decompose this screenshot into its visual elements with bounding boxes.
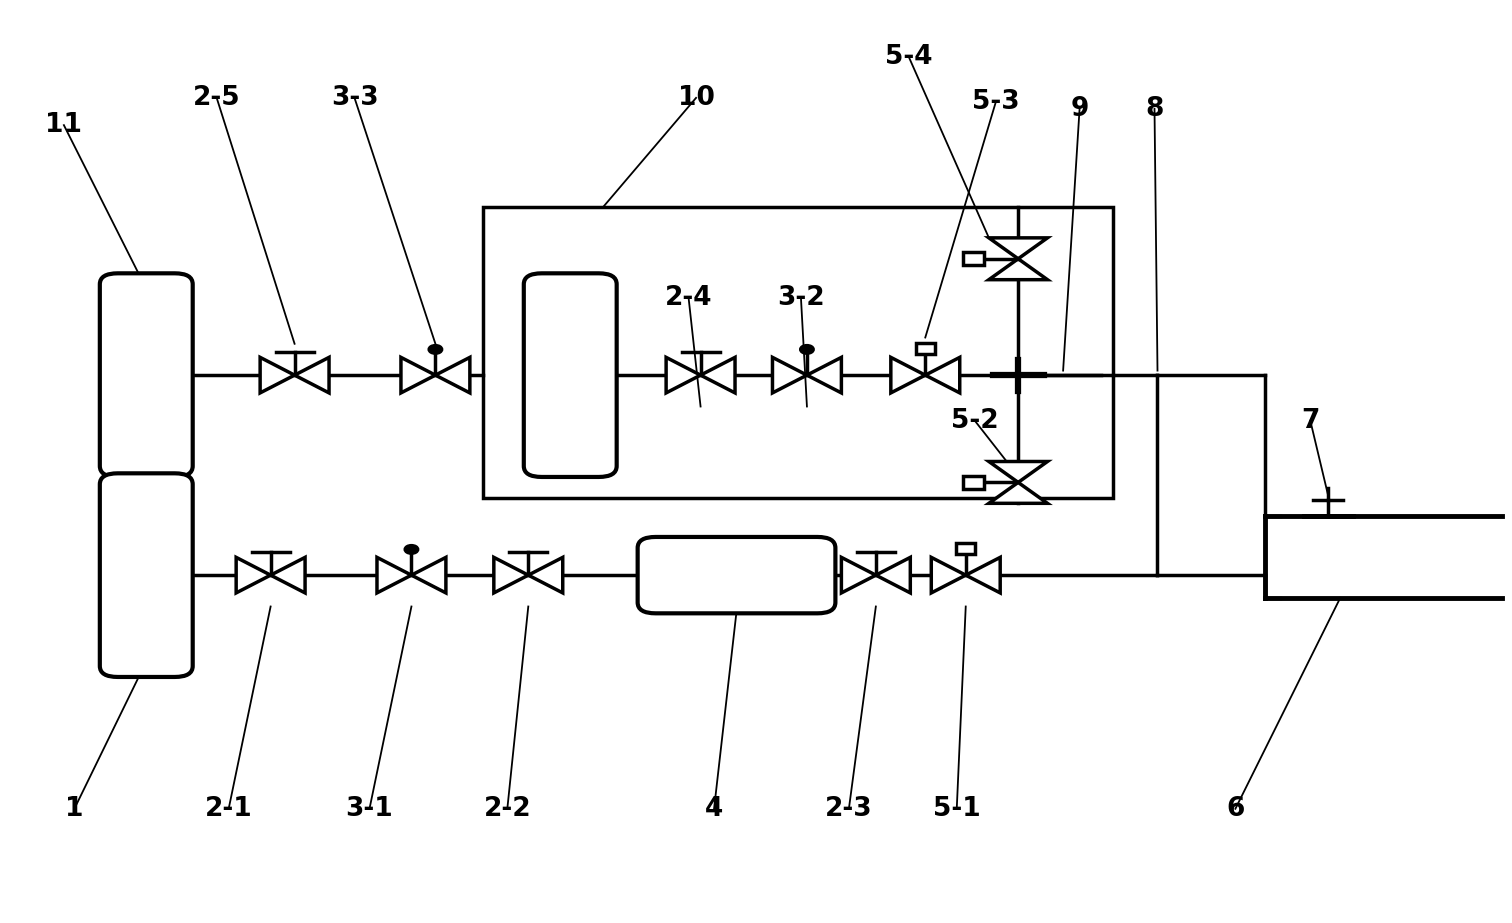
- Text: 3-3: 3-3: [331, 85, 378, 111]
- Polygon shape: [966, 557, 1001, 593]
- Text: 2-5: 2-5: [194, 85, 240, 111]
- Polygon shape: [236, 557, 271, 593]
- Text: 8: 8: [1145, 96, 1164, 122]
- Polygon shape: [411, 557, 446, 593]
- Text: 2-4: 2-4: [665, 285, 712, 311]
- Text: 4: 4: [705, 796, 723, 821]
- FancyBboxPatch shape: [100, 473, 192, 677]
- Text: 5-1: 5-1: [933, 796, 981, 821]
- Text: 10: 10: [677, 85, 715, 111]
- Polygon shape: [494, 557, 528, 593]
- Circle shape: [801, 345, 813, 354]
- Polygon shape: [401, 357, 435, 393]
- Text: 11: 11: [45, 112, 82, 138]
- FancyBboxPatch shape: [523, 273, 617, 477]
- Polygon shape: [841, 557, 875, 593]
- Text: 2-3: 2-3: [826, 796, 872, 821]
- Text: 5-2: 5-2: [951, 408, 998, 434]
- Text: 1: 1: [65, 796, 83, 821]
- FancyBboxPatch shape: [638, 537, 836, 613]
- Polygon shape: [295, 357, 330, 393]
- Text: 3-1: 3-1: [346, 796, 393, 821]
- Polygon shape: [667, 357, 700, 393]
- Polygon shape: [773, 357, 807, 393]
- FancyBboxPatch shape: [100, 273, 192, 477]
- Bar: [484, 207, 1113, 497]
- Text: 7: 7: [1302, 408, 1320, 434]
- Polygon shape: [989, 462, 1048, 483]
- Bar: [956, 543, 975, 554]
- Polygon shape: [931, 557, 966, 593]
- Polygon shape: [528, 557, 562, 593]
- Polygon shape: [260, 357, 295, 393]
- Bar: [963, 476, 984, 488]
- Text: 2-1: 2-1: [204, 796, 253, 821]
- Polygon shape: [925, 357, 960, 393]
- Text: 6: 6: [1226, 796, 1244, 821]
- Bar: [963, 253, 984, 265]
- Text: 9: 9: [1070, 96, 1089, 122]
- Polygon shape: [891, 357, 925, 393]
- Text: 5-3: 5-3: [972, 90, 1019, 115]
- Polygon shape: [700, 357, 735, 393]
- Bar: [916, 342, 934, 354]
- Polygon shape: [271, 557, 305, 593]
- Circle shape: [429, 345, 442, 354]
- Polygon shape: [435, 357, 470, 393]
- Polygon shape: [989, 238, 1048, 258]
- Polygon shape: [875, 557, 910, 593]
- Text: 5-4: 5-4: [885, 44, 933, 70]
- Text: 3-2: 3-2: [777, 285, 824, 311]
- Circle shape: [405, 545, 417, 553]
- Polygon shape: [376, 557, 411, 593]
- Polygon shape: [807, 357, 841, 393]
- Polygon shape: [989, 483, 1048, 503]
- Text: 2-2: 2-2: [484, 796, 531, 821]
- Polygon shape: [989, 258, 1048, 280]
